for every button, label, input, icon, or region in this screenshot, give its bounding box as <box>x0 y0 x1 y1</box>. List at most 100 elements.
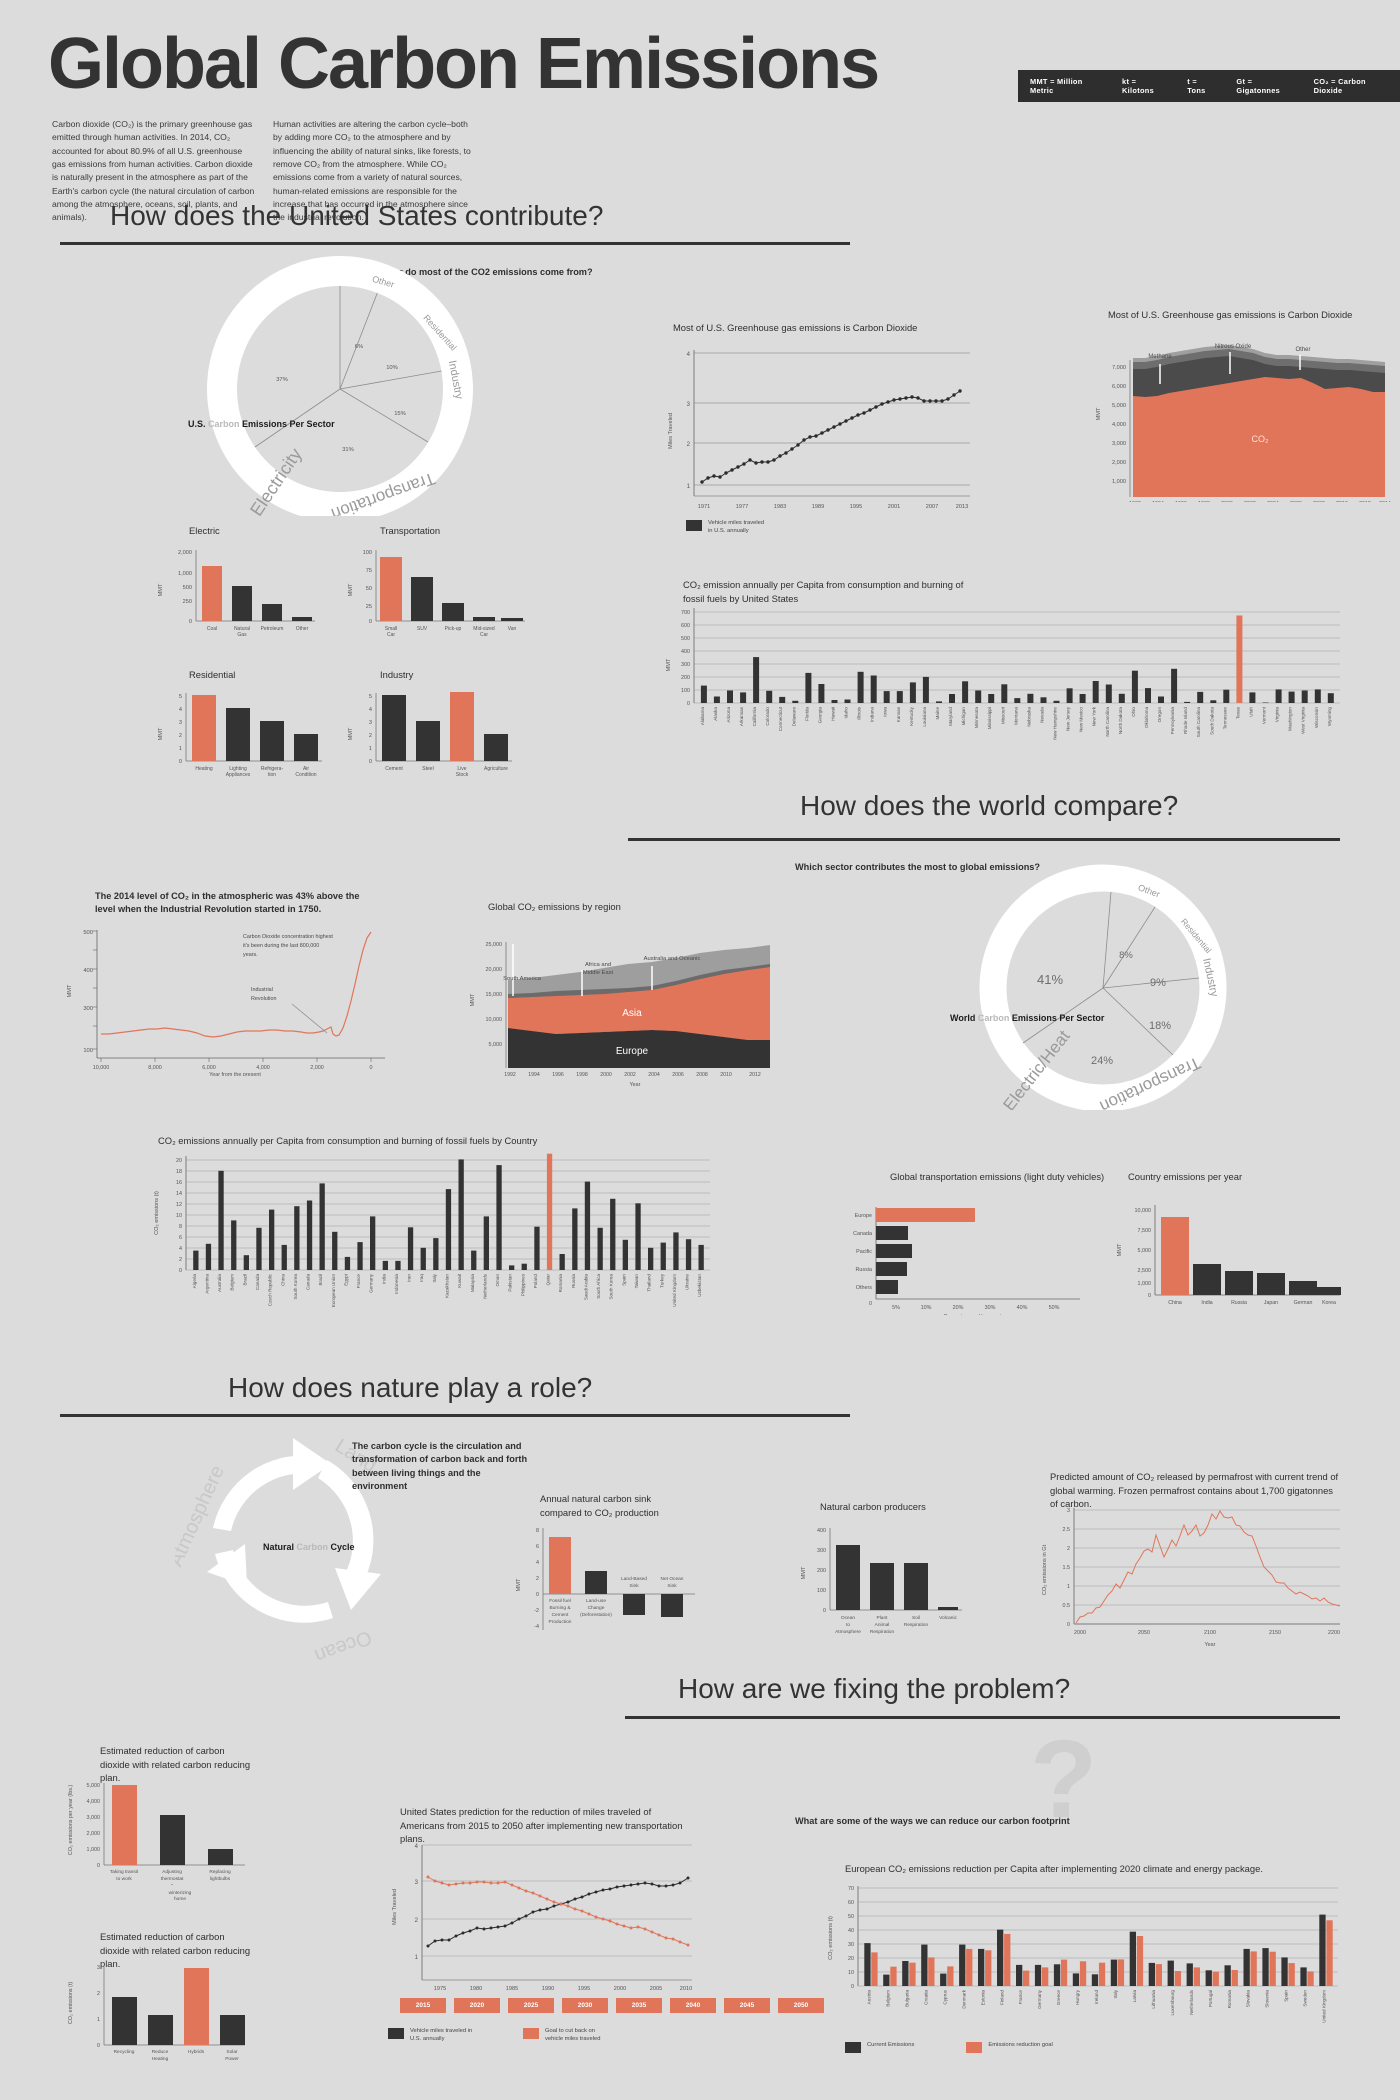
euro-bar-goal <box>1212 1971 1219 1986</box>
country-label: Kuwait <box>457 1273 462 1288</box>
euro-label: Germany <box>1037 1989 1042 2009</box>
country-bar <box>483 1216 489 1270</box>
miles-ylabel: Miles Traveled <box>668 413 674 449</box>
svg-text:2,500: 2,500 <box>1138 1268 1152 1274</box>
svg-text:2006: 2006 <box>1290 501 1302 502</box>
bar-china <box>1161 1217 1189 1295</box>
us-states-bar-chart: MMT 700 600 500 400 300 200 100 0 Alabama Alask… <box>666 608 1340 740</box>
question-mark-icon: ? <box>1030 1718 1098 1841</box>
co2-1750-xlabel: Year from the present <box>209 1072 261 1076</box>
european-reduction-bar-chart: CO₂ emissions (t) 70 60 50 40 30 20 10 0 Austr… <box>828 1886 1338 2023</box>
svg-text:1977: 1977 <box>736 504 748 510</box>
svg-text:8: 8 <box>536 1528 539 1534</box>
svg-text:5,000: 5,000 <box>1138 1248 1152 1254</box>
country-label: South Korea <box>293 1274 298 1300</box>
co2-1750-line-chart: MMT 500 400 300 100 10,000 8,000 6,000 4,000 2… <box>67 930 385 1076</box>
svg-text:300: 300 <box>681 662 690 668</box>
svg-text:5,000: 5,000 <box>489 1042 503 1048</box>
european-legend: Current Emissions Emissions reduction go… <box>845 2042 1053 2053</box>
section-heading-world: How does the world compare? <box>800 790 1178 822</box>
state-bar-new-york <box>1092 681 1099 703</box>
year-badge-2035: 2035 <box>616 1998 662 2013</box>
svg-text:Heating: Heating <box>152 2056 169 2062</box>
svg-text:20%: 20% <box>953 1305 964 1311</box>
svg-text:2,000: 2,000 <box>87 1831 101 1837</box>
hbar-pacific <box>876 1244 912 1258</box>
svg-text:Volcanic: Volcanic <box>939 1615 957 1621</box>
svg-text:10: 10 <box>848 1970 854 1976</box>
intro-right: Human activities are altering the carbon… <box>273 119 471 223</box>
svg-text:2: 2 <box>97 1991 100 1997</box>
state-bar-hawaii <box>831 700 838 703</box>
svg-text:Natural: Natural <box>234 626 250 632</box>
euro-label: Portugal <box>1208 1990 1213 2007</box>
bar-pickup <box>442 603 464 621</box>
state-label: Minnesota <box>974 707 979 729</box>
euro-bar-goal <box>1269 1951 1276 1986</box>
bar-coal <box>202 566 222 621</box>
country-label: Canada <box>255 1274 260 1291</box>
euro-bar-current <box>1072 1973 1080 1986</box>
svg-text:2002: 2002 <box>624 1072 636 1078</box>
state-bar-oklahoma <box>1145 688 1151 703</box>
svg-text:Cement: Cement <box>385 766 403 772</box>
bar-taking-transit <box>112 1785 137 1865</box>
country-label: Pakistan <box>508 1274 513 1292</box>
world-donut-value-other: 8% <box>1119 950 1133 961</box>
state-label: Kansas <box>896 706 901 722</box>
svg-text:Van: Van <box>508 626 517 632</box>
state-label: Mississippi <box>987 707 992 729</box>
state-label: Colorado <box>765 707 770 726</box>
legend-t: t = Tons <box>1187 77 1206 95</box>
state-label: Indiana <box>870 707 875 723</box>
hbar-label-others: Others <box>856 1285 872 1291</box>
section-heading-us: How does the United States contribute? <box>110 200 603 232</box>
euro-bar-current <box>1148 1962 1155 1986</box>
co2-1750-title: The 2014 level of CO₂ in the atmospheric… <box>95 891 360 915</box>
state-label: Maryland <box>948 707 953 726</box>
electric-chart-title: Electric <box>189 525 220 536</box>
svg-text:lightbulbs: lightbulbs <box>210 1876 231 1882</box>
industry-chart-title: Industry <box>380 669 414 680</box>
svg-text:1994: 1994 <box>1152 501 1164 502</box>
cycle-center-label: Natural Carbon Cycle <box>263 1542 355 1552</box>
state-label: Hawaii <box>831 707 836 721</box>
euro-label: Luxembourg <box>1170 1990 1175 2016</box>
svg-text:1998: 1998 <box>1198 501 1210 502</box>
bar-steel <box>416 721 440 761</box>
section-heading-nature: How does nature play a role? <box>228 1372 592 1404</box>
ghg-stacked-area-chart: MMT 7,000 6,000 5,000 4,000 3,000 2,000 1,000… <box>1096 344 1391 502</box>
svg-text:2012: 2012 <box>749 1072 761 1078</box>
euro-label: Denmark <box>961 1989 966 2008</box>
country-bar <box>559 1254 565 1270</box>
svg-text:1995: 1995 <box>850 504 862 510</box>
euro-bar-goal <box>1231 1970 1238 1986</box>
state-bar-rhode-island <box>1184 701 1191 703</box>
bar-german <box>1289 1281 1317 1295</box>
svg-text:16: 16 <box>176 1180 182 1186</box>
country-bar <box>445 1189 452 1270</box>
region-annotation-south-america: South America <box>503 976 541 982</box>
state-label: Wyoming <box>1327 707 1332 727</box>
euro-bars-group <box>864 1914 1333 1986</box>
svg-text:2010: 2010 <box>1336 501 1348 502</box>
country-bar <box>648 1247 654 1270</box>
state-bar-georgia <box>818 684 825 703</box>
country-label: United Kingdom <box>672 1274 677 1307</box>
svg-text:2,000: 2,000 <box>1112 460 1126 466</box>
svg-text:2: 2 <box>415 1918 419 1924</box>
euro-label: Romania <box>1227 1990 1232 2009</box>
state-label: Washington <box>1288 707 1293 732</box>
state-bar-illinois <box>857 671 864 703</box>
svg-text:Lighting: Lighting <box>229 766 247 772</box>
section-us-rule <box>60 242 850 245</box>
state-label: South Dakota <box>1209 707 1214 735</box>
country-label: Belgium <box>230 1274 235 1291</box>
state-bar-alaska <box>713 696 720 703</box>
country-label: Uzbekistan <box>697 1274 702 1297</box>
euro-bar-goal <box>947 1966 954 1986</box>
state-label: Nebraska <box>1026 707 1031 727</box>
section-world-label: How does the world compare? <box>800 790 1179 821</box>
